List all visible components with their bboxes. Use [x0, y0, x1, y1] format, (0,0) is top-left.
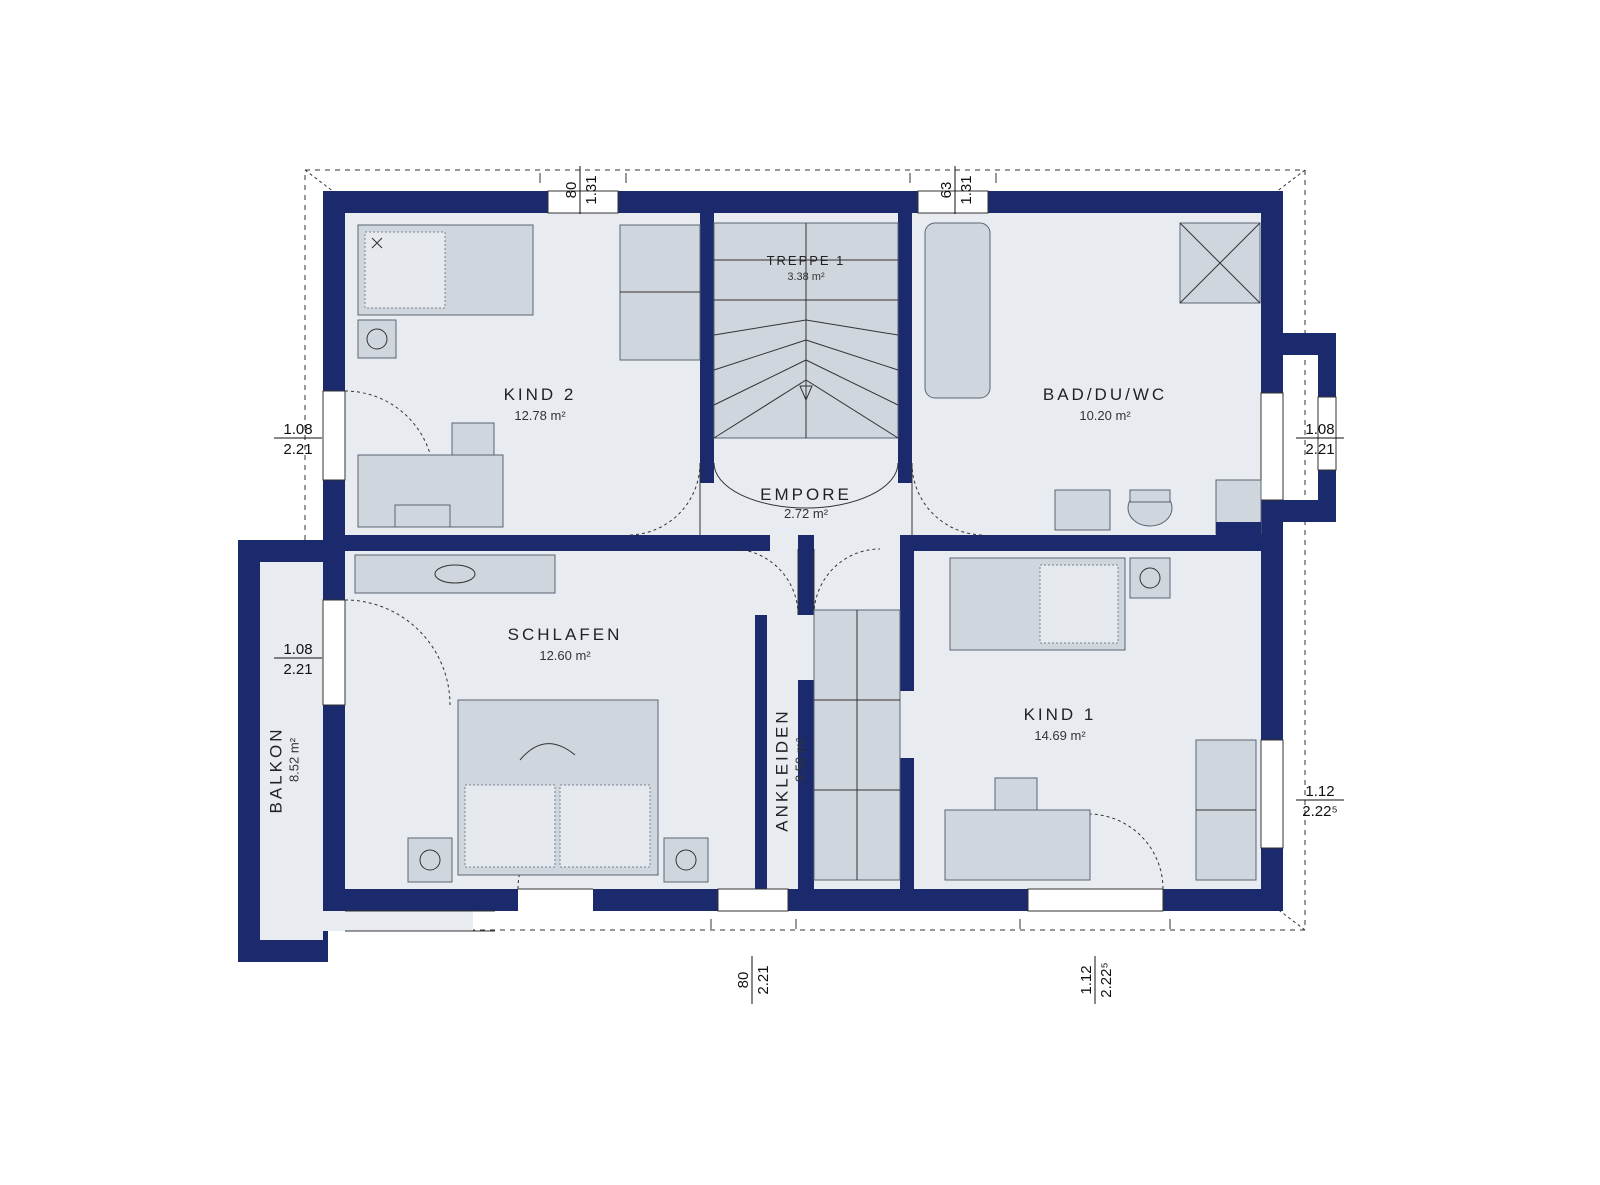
svg-text:1.12: 1.12	[1305, 783, 1334, 800]
empore-label: EMPORE	[760, 485, 852, 504]
empore-area: 2.72 m²	[784, 506, 829, 521]
dimension-callout: 802.21	[735, 956, 772, 1004]
balkon-area: 8.52 m²	[287, 737, 302, 782]
kind2-area: 12.78 m²	[514, 408, 566, 423]
bad-label: BAD/DU/WC	[1043, 385, 1167, 404]
svg-text:2.22⁵: 2.22⁵	[1098, 962, 1115, 997]
svg-text:1.08: 1.08	[283, 641, 312, 658]
kind1-label: KIND 1	[1024, 705, 1097, 724]
svg-text:1.08: 1.08	[283, 421, 312, 438]
svg-text:1.31: 1.31	[583, 175, 600, 204]
schlafen-area: 12.60 m²	[539, 648, 591, 663]
svg-text:80: 80	[735, 972, 752, 989]
svg-text:2.21: 2.21	[283, 661, 312, 678]
svg-text:63: 63	[938, 182, 955, 199]
dimension-callout: 1.122.22⁵	[1078, 956, 1115, 1004]
schlafen-label: SCHLAFEN	[508, 625, 623, 644]
svg-text:2.21: 2.21	[283, 441, 312, 458]
svg-text:2.21: 2.21	[755, 965, 772, 994]
svg-text:2.22⁵: 2.22⁵	[1302, 803, 1337, 820]
balkon-label: BALKON	[267, 727, 286, 814]
svg-text:1.31: 1.31	[958, 175, 975, 204]
svg-text:1.08: 1.08	[1305, 421, 1334, 438]
ankleiden-label: ANKLEIDEN	[773, 708, 792, 831]
ankleiden-furniture	[814, 610, 900, 880]
bad-area: 10.20 m²	[1079, 408, 1131, 423]
ankleiden-area: 3.50 m²	[793, 737, 808, 782]
svg-text:2.21: 2.21	[1305, 441, 1334, 458]
dimension-callout: 1.12 2.22⁵	[1296, 783, 1344, 820]
svg-text:1.12: 1.12	[1078, 965, 1095, 994]
svg-text:80: 80	[563, 182, 580, 199]
treppe-area: 3.38 m²	[787, 271, 825, 283]
kind2-label: KIND 2	[504, 385, 577, 404]
treppe-label: TREPPE 1	[767, 253, 846, 268]
kind1-area: 14.69 m²	[1034, 728, 1086, 743]
dimension-callout: 1.08 2.21	[274, 421, 322, 458]
